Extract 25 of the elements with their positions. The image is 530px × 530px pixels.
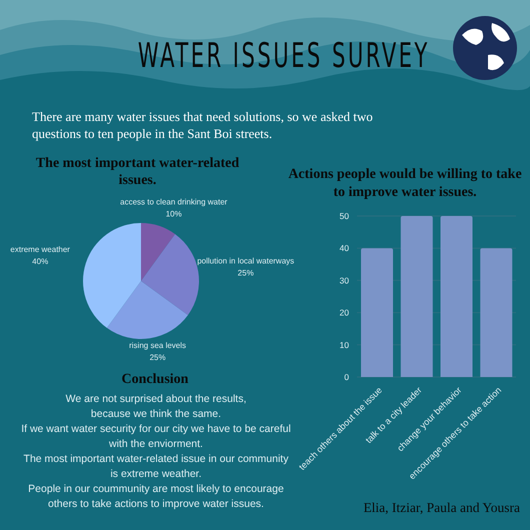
slice-label: access to clean drinking water (120, 198, 228, 207)
data-label: 40% (32, 257, 48, 266)
pie-slice (83, 223, 141, 328)
y-tick-label: 20 (340, 308, 350, 318)
data-label: 25% (238, 268, 254, 278)
data-label: 25% (150, 353, 166, 362)
y-tick-label: 10 (340, 340, 350, 350)
pie-slice (141, 234, 199, 316)
chart-title: The most important water-related issues. (34, 155, 240, 189)
y-tick-label: 30 (340, 275, 350, 286)
text: Elia, Itziar, Paula and Yousra (362, 500, 520, 516)
slice-label: extreme weather (10, 245, 70, 254)
chart-title: Actions people would be willing to take to improve water issues. (287, 166, 523, 202)
text: We are not surprised about the results, because we think the same. If we want water security for our city we have to be careful with the enviorment. The most important water-related issue in our community is extreme weather. People in our coummunity are most likely to encourage others to take actions to improve water issues. (20, 392, 292, 512)
data-label: 10% (166, 210, 182, 219)
text: Conclusion (122, 372, 188, 387)
slice-label: rising sea levels (129, 341, 186, 350)
y-tick-label: 0 (344, 372, 350, 382)
text: WATER ISSUES SURVEY (138, 36, 430, 76)
y-tick-label: 40 (340, 243, 350, 254)
slice-label: pollution in local waterways (197, 256, 294, 266)
pie-slice (106, 281, 188, 339)
text: There are many water issues that need solutions, so we asked two questions to ten people in the Sant Boi streets. (32, 108, 374, 142)
y-tick-label: 50 (340, 211, 350, 222)
pie-slice (141, 223, 176, 281)
